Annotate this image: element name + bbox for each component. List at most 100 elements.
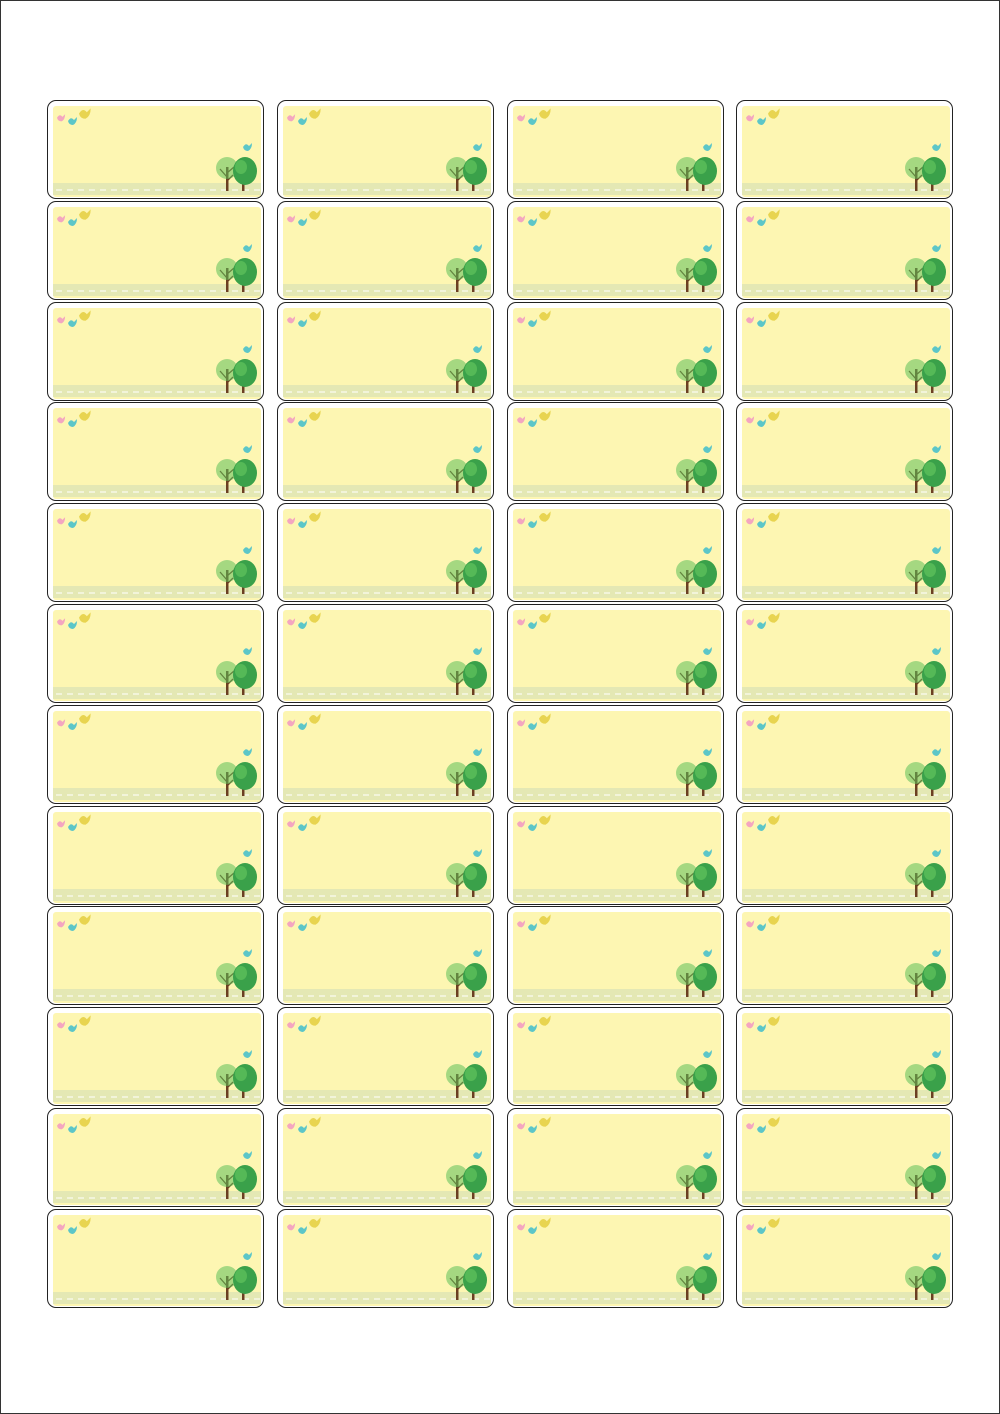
label-cell[interactable] (47, 704, 266, 804)
label-cell[interactable] (736, 805, 955, 905)
bird-icon (243, 243, 252, 252)
bird-icon (746, 1122, 755, 1130)
bird-icon (746, 718, 755, 727)
label-cell[interactable] (507, 301, 726, 401)
bird-icon (243, 848, 252, 857)
label-cell[interactable] (47, 906, 266, 1006)
ground-band (742, 183, 950, 195)
label-cell[interactable] (277, 1208, 496, 1308)
label-background (53, 1214, 261, 1306)
bird-icon (57, 114, 66, 122)
label-cell[interactable] (47, 200, 266, 300)
bird-icon (287, 1122, 296, 1130)
bird-icon (539, 511, 551, 522)
label-background (742, 710, 950, 802)
bird-icon (287, 416, 296, 424)
label-cell[interactable] (277, 1007, 496, 1107)
bird-icon (298, 318, 307, 327)
bird-icon (309, 209, 321, 220)
label-cell[interactable] (736, 402, 955, 502)
label-cell[interactable] (47, 604, 266, 703)
label-background (742, 1114, 950, 1205)
label-cell[interactable] (736, 704, 955, 804)
label-cell[interactable] (736, 1007, 955, 1107)
bird-icon (757, 419, 766, 428)
label-cell[interactable] (47, 805, 266, 905)
label-cell[interactable] (736, 906, 955, 1006)
ground-band (283, 1191, 491, 1203)
label-cell[interactable] (47, 1108, 266, 1207)
label-cell[interactable] (736, 301, 955, 401)
ground-band (53, 787, 261, 800)
label-cell[interactable] (507, 200, 726, 300)
label-cell[interactable] (507, 906, 726, 1006)
tree-icon (676, 761, 717, 796)
bird-icon (57, 618, 66, 626)
label-cell[interactable] (736, 200, 955, 300)
label-cell[interactable] (736, 1108, 955, 1207)
bird-icon (243, 1151, 252, 1159)
bird-icon (528, 520, 537, 529)
bird-icon (473, 747, 482, 756)
label-cell[interactable] (507, 604, 726, 703)
label-cell[interactable] (507, 1208, 726, 1308)
bird-icon (309, 410, 321, 422)
label-cell[interactable] (47, 1208, 266, 1308)
bird-icon (517, 214, 526, 223)
tree-icon (905, 761, 946, 796)
tree-icon (676, 963, 717, 998)
label-cell[interactable] (277, 100, 496, 199)
tree-icon (216, 761, 257, 796)
bird-icon (746, 1021, 755, 1029)
label-cell[interactable] (507, 402, 726, 502)
bird-icon (757, 1125, 766, 1133)
tree-icon (446, 862, 487, 897)
label-cell[interactable] (277, 301, 496, 401)
ground-band (53, 989, 261, 1002)
label-cell[interactable] (507, 503, 726, 603)
label-cell[interactable] (277, 402, 496, 502)
label-cell[interactable] (47, 1007, 266, 1107)
tree-icon (216, 459, 257, 494)
label-cell[interactable] (736, 100, 955, 199)
ground-band (283, 283, 491, 296)
label-cell[interactable] (47, 301, 266, 401)
ground-band (513, 1090, 721, 1103)
bird-icon (298, 923, 307, 932)
ground-band (742, 989, 950, 1002)
label-cell[interactable] (736, 1208, 955, 1308)
tree-icon (676, 560, 717, 595)
label-background (53, 509, 261, 601)
bird-icon (68, 822, 77, 831)
bird-icon (309, 1015, 321, 1026)
bird-icon (517, 114, 526, 122)
bird-icon (757, 1024, 766, 1033)
label-cell[interactable] (736, 604, 955, 703)
label-cell[interactable] (277, 604, 496, 703)
bird-icon (746, 1222, 755, 1231)
label-cell[interactable] (277, 1108, 496, 1207)
label-cell[interactable] (507, 1108, 726, 1207)
bird-icon (309, 108, 321, 119)
label-cell[interactable] (277, 200, 496, 300)
label-cell[interactable] (47, 100, 266, 199)
label-cell[interactable] (507, 100, 726, 199)
label-cell[interactable] (47, 402, 266, 502)
bird-icon (79, 914, 91, 926)
bird-icon (79, 612, 91, 623)
label-cell[interactable] (277, 906, 496, 1006)
label-cell[interactable] (277, 805, 496, 905)
bird-icon (309, 1217, 321, 1228)
label-cell[interactable] (736, 503, 955, 603)
bird-icon (298, 621, 307, 629)
label-cell[interactable] (277, 704, 496, 804)
bird-icon (539, 410, 551, 422)
label-cell[interactable] (507, 1007, 726, 1107)
bird-icon (473, 143, 482, 151)
label-cell[interactable] (507, 704, 726, 804)
bird-icon (243, 445, 252, 454)
bird-icon (539, 813, 551, 825)
label-cell[interactable] (277, 503, 496, 603)
label-cell[interactable] (47, 503, 266, 603)
label-cell[interactable] (507, 805, 726, 905)
